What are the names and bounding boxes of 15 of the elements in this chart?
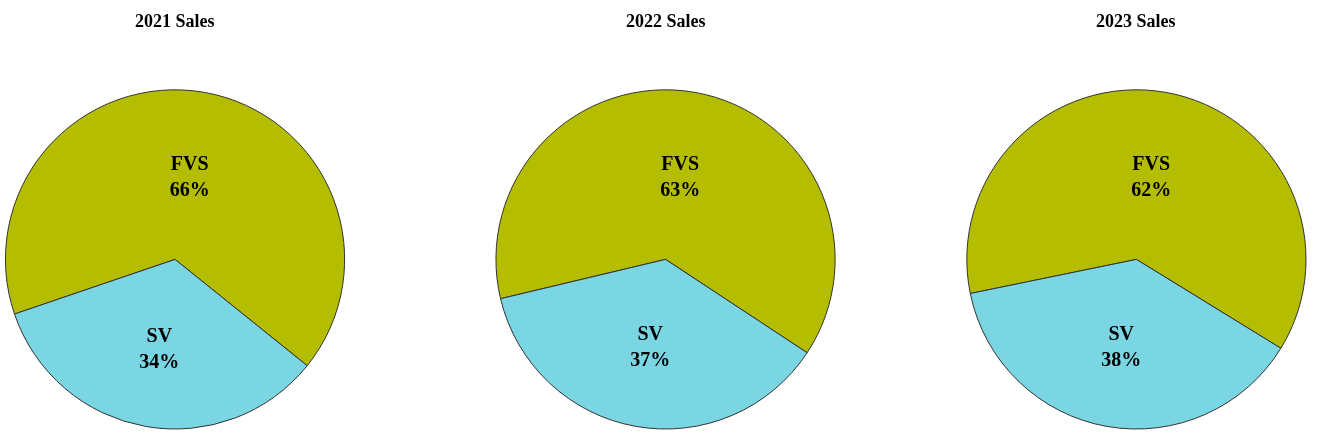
data-label: 37%: [630, 348, 671, 371]
data-label: 62%: [1131, 177, 1172, 200]
slice-label: SV: [1108, 321, 1135, 344]
data-label: 34%: [139, 350, 180, 373]
chart-title: 2022 Sales: [626, 11, 706, 31]
chart-title: 2021 Sales: [135, 11, 215, 31]
slice-label: SV: [146, 324, 173, 347]
slice-label: FVS: [661, 151, 700, 174]
slice-label: FVS: [1132, 151, 1171, 174]
data-label: 66%: [169, 177, 210, 200]
slice-label: FVS: [170, 151, 209, 174]
chart-title: 2023 Sales: [1096, 11, 1176, 31]
data-label: 63%: [660, 177, 701, 200]
slice-label: SV: [637, 322, 664, 345]
data-label: 38%: [1101, 347, 1142, 370]
